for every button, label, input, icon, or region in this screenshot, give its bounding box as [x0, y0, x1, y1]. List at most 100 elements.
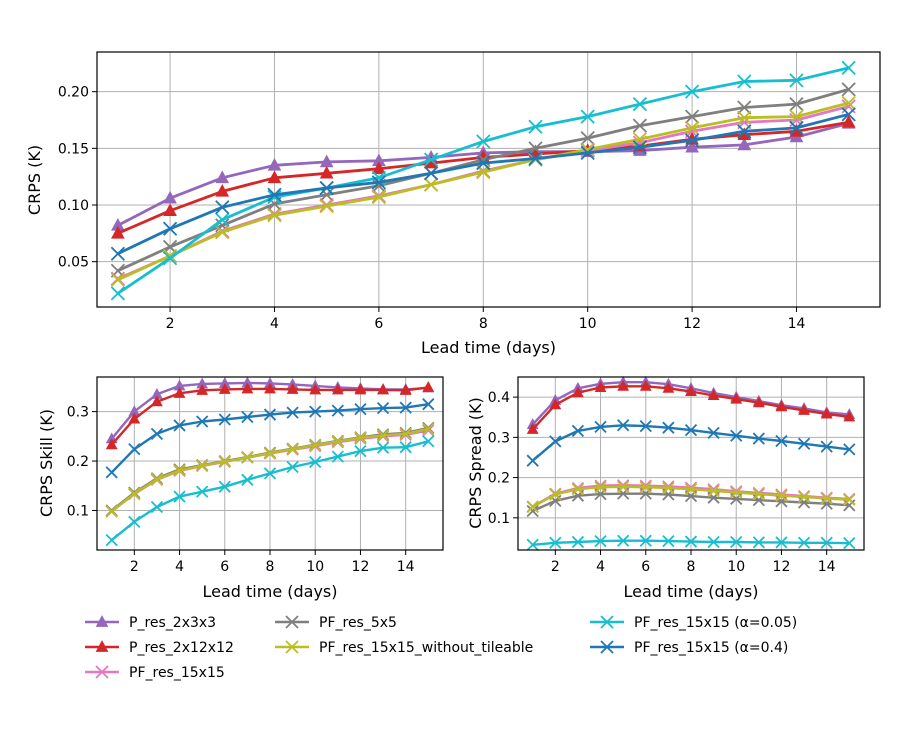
axes-frame [96, 51, 881, 308]
data-point [841, 60, 856, 76]
data-point [662, 481, 675, 495]
data-point [797, 536, 811, 549]
legend-entry: P_res_2x3x3 [85, 615, 216, 631]
data-point [309, 405, 322, 418]
data-point [263, 408, 277, 421]
legend-label: PF_res_15x15_without_tileable [319, 640, 533, 656]
data-point [286, 460, 299, 474]
data-point [684, 84, 700, 99]
data-point [841, 114, 856, 128]
data-point [173, 386, 186, 398]
data-point [632, 118, 648, 133]
data-point [662, 535, 675, 548]
data-point [617, 534, 630, 547]
series-group [526, 375, 856, 551]
data-point [196, 415, 209, 428]
data-point [737, 110, 752, 125]
data-point [775, 536, 788, 549]
data-point [218, 480, 231, 493]
data-point [775, 400, 788, 412]
legend-marker [95, 640, 109, 652]
data-point [215, 212, 230, 227]
x-tick-label: 14 [818, 559, 836, 575]
data-point [797, 437, 811, 450]
data-point [331, 435, 344, 448]
data-point [737, 124, 752, 139]
x-tick-label: 2 [166, 316, 175, 332]
data-point [789, 109, 804, 124]
data-point [526, 454, 539, 467]
data-point [173, 490, 186, 503]
data-point [684, 109, 700, 124]
data-point [571, 535, 585, 549]
legend-label: P_res_2x3x3 [129, 615, 216, 631]
data-point [820, 497, 833, 510]
data-point [128, 487, 141, 500]
data-point [309, 439, 322, 452]
data-point [399, 384, 412, 395]
data-point [267, 157, 282, 171]
data-point [594, 481, 607, 494]
data-point [820, 440, 833, 453]
x-tick-label: 14 [397, 559, 415, 575]
data-point [163, 203, 177, 216]
data-point [594, 420, 607, 434]
x-axis-label: Lead time (days) [202, 582, 337, 601]
data-point [752, 493, 765, 507]
gridlines [518, 377, 864, 550]
data-point [549, 398, 562, 410]
chart-crps: 2 4 6 8 10 12 14 0.05 0.10 0.15 0.20 Lead time (day… [25, 51, 881, 357]
y-tick-label: 0.1 [488, 511, 510, 527]
y-tick-label: 0.20 [58, 85, 89, 101]
data-point [820, 492, 833, 505]
chart-crps-spread: 2 4 6 8 10 12 14 0.1 0.2 0.3 0.4 Lead time (days) CR… [466, 375, 865, 601]
data-point [797, 490, 811, 504]
data-point [639, 419, 652, 433]
data-point [286, 383, 299, 394]
data-point [684, 120, 700, 136]
data-point [422, 398, 435, 411]
legend-label: PF_res_15x15 (α=0.05) [634, 615, 797, 631]
data-point [267, 187, 282, 202]
y-tick-label: 0.15 [58, 141, 89, 157]
data-point [841, 82, 856, 97]
legend-entry: PF_res_15x15 [85, 665, 225, 681]
data-point [639, 379, 652, 391]
data-point [775, 434, 788, 448]
data-point [196, 384, 209, 395]
data-point [319, 180, 334, 196]
data-point [843, 443, 856, 456]
data-point [162, 221, 178, 236]
series-group [110, 60, 856, 301]
data-point [105, 505, 118, 518]
x-tick-label: 10 [306, 559, 324, 575]
data-point [526, 500, 539, 514]
data-point [218, 455, 231, 468]
data-point [105, 438, 118, 450]
legend-marker [285, 615, 299, 629]
data-point [241, 451, 254, 464]
x-tick-label: 10 [727, 559, 745, 575]
data-point [730, 535, 743, 549]
data-point [215, 200, 230, 215]
legend: P_res_2x3x3 P_res_2x12x12 PF_res_15x15 PF_r… [85, 615, 797, 681]
data-point [526, 504, 539, 518]
data-point [173, 464, 186, 477]
data-point [286, 406, 299, 419]
data-point [150, 473, 164, 486]
data-point [372, 161, 386, 175]
data-point [737, 137, 752, 151]
series-group [105, 376, 435, 547]
y-axis-label: CRPS (K) [25, 145, 44, 215]
data-point [241, 410, 254, 424]
x-tick-label: 12 [683, 316, 701, 332]
legend-marker [95, 665, 109, 679]
data-point [684, 535, 698, 548]
data-point [319, 198, 334, 214]
data-point [399, 427, 412, 440]
data-point [662, 381, 675, 393]
data-point [151, 395, 163, 407]
data-point [110, 246, 126, 261]
legend-marker [95, 615, 109, 627]
